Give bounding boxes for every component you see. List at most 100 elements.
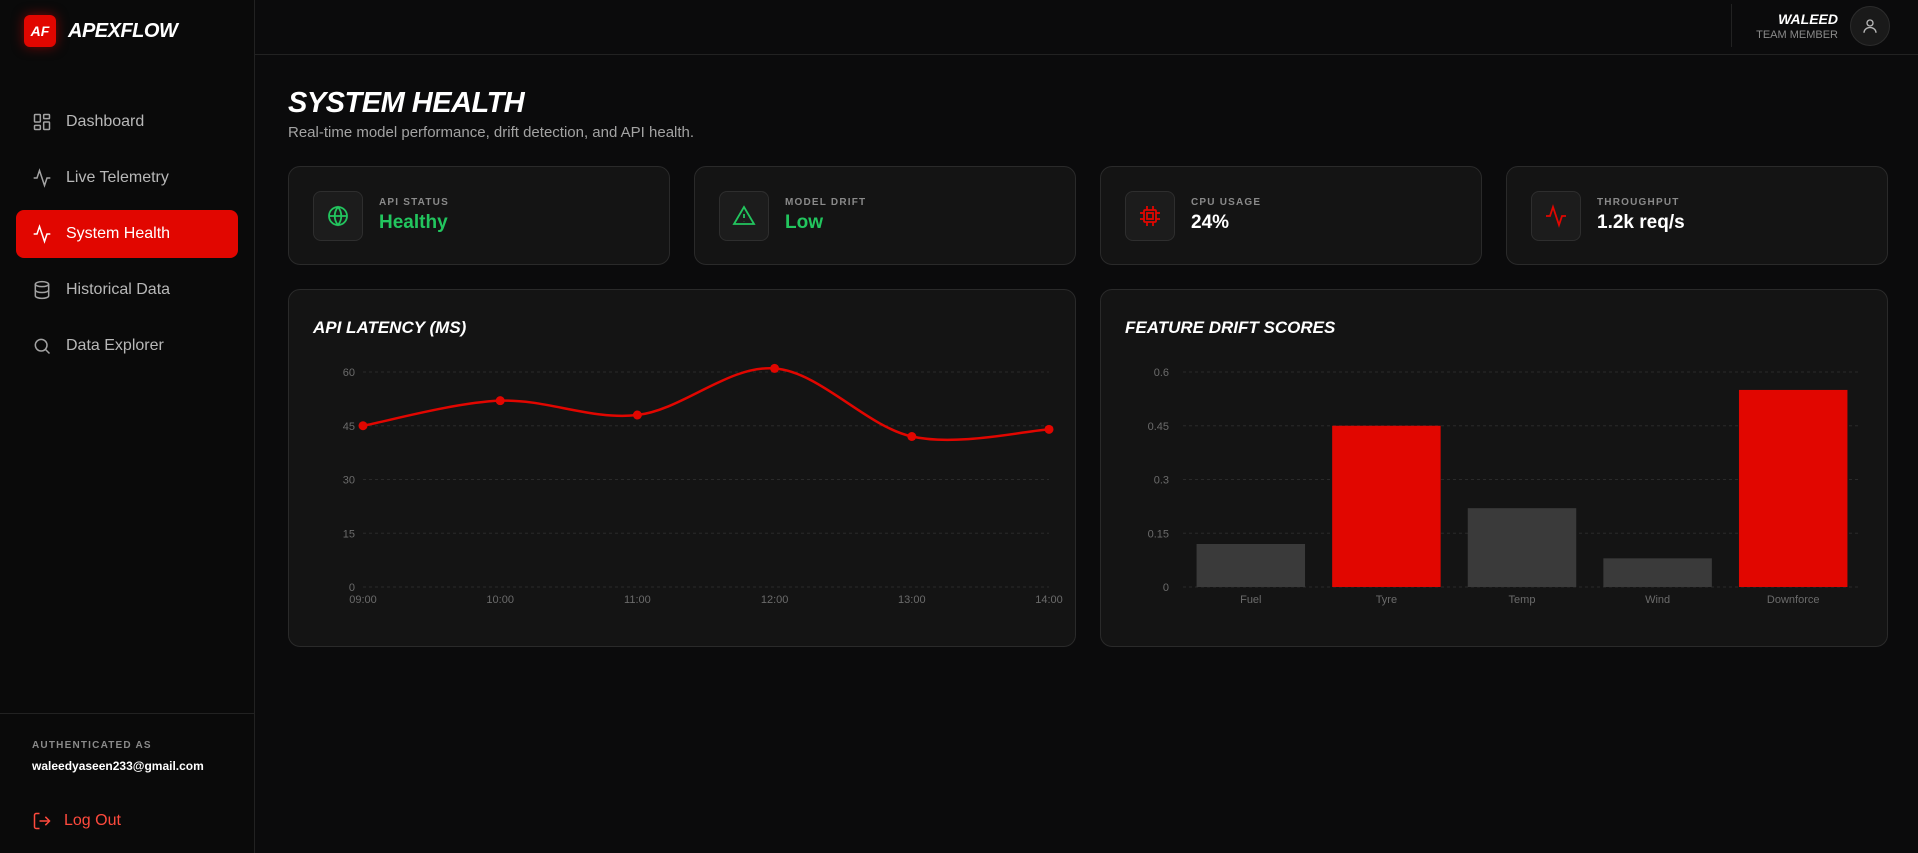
user-info: WALEED TEAM MEMBER [1756, 11, 1838, 41]
sidebar-item-label: Live Telemetry [66, 169, 169, 186]
latency-line-chart: 0 15 30 45 60 09:00 10:00 11:00 12:00 13:00 14:00 [343, 363, 1063, 606]
sidebar-item-historical-data[interactable]: Historical Data [16, 266, 238, 314]
activity-icon [33, 224, 51, 244]
x-tick-label: Fuel [1240, 594, 1261, 606]
user-name: WALEED [1778, 10, 1838, 27]
auth-email: waleedyaseen233@gmail.com [32, 759, 204, 773]
user-icon [1863, 18, 1877, 33]
data-point [632, 410, 642, 420]
stat-text: THROUGHPUT 1.2k req/s [1597, 197, 1685, 234]
stat-text: API STATUS Healthy [379, 197, 449, 234]
page-title: SYSTEM HEALTH [288, 87, 525, 119]
drift-bar-chart: 0 0.15 0.3 0.45 0.6 Fuel Tyre Temp Wind Downforce [1148, 367, 1861, 606]
y-tick-label: 0.3 [1154, 475, 1169, 487]
x-tick-label: 10:00 [486, 594, 514, 606]
sidebar-item-system-health[interactable]: System Health [16, 210, 238, 258]
y-tick-label: 15 [343, 528, 355, 540]
user-role: TEAM MEMBER [1756, 28, 1838, 41]
x-tick-label: 13:00 [898, 594, 926, 606]
bar [1332, 425, 1441, 587]
sidebar-nav: Dashboard Live Telemetry System Health H… [0, 98, 254, 370]
latency-chart-card: API LATENCY (MS) 0 15 30 45 60 09:00 10:00 11:0… [288, 289, 1076, 647]
stat-value: Healthy [379, 212, 448, 233]
grid-icon [33, 113, 51, 131]
sidebar-item-label: Historical Data [66, 281, 171, 298]
stat-card-api-status: API STATUS Healthy [288, 166, 670, 265]
stat-value: Low [785, 212, 823, 233]
y-tick-label: 0.45 [1148, 421, 1169, 433]
stat-card-model-drift: MODEL DRIFT Low [694, 166, 1076, 265]
sidebar-item-live-telemetry[interactable]: Live Telemetry [16, 154, 238, 202]
sidebar: AF APEXFLOW Dashboard Live Telemetry Sys… [0, 0, 255, 853]
drift-chart-card: FEATURE DRIFT SCORES 0 0.15 0.3 0.45 0.6 Fuel… [1100, 289, 1888, 647]
x-tick-label: Temp [1509, 594, 1536, 606]
stat-icon-box [313, 190, 363, 241]
stat-value: 24% [1191, 212, 1230, 233]
x-tick-label: 14:00 [1035, 594, 1063, 606]
bar [1196, 544, 1306, 587]
stat-label: MODEL DRIFT [785, 197, 867, 208]
bar [1603, 558, 1712, 587]
logout-label: Log Out [64, 812, 121, 829]
sidebar-item-data-explorer[interactable]: Data Explorer [16, 322, 238, 370]
x-tick-label: 12:00 [761, 594, 789, 606]
x-tick-label: 11:00 [624, 594, 651, 606]
stat-label: API STATUS [379, 197, 449, 208]
sidebar-item-label: Dashboard [66, 113, 145, 130]
auth-label: AUTHENTICATED AS [32, 740, 152, 751]
stat-text: CPU USAGE 24% [1191, 197, 1261, 234]
x-tick-label: Wind [1645, 594, 1670, 606]
main-content: WALEED TEAM MEMBER SYSTEM HEALTH Real-ti… [255, 0, 1918, 853]
charts-row: API LATENCY (MS) 0 15 30 45 60 09:00 10:00 11:0… [288, 289, 1888, 647]
chart-title: API LATENCY (MS) [313, 318, 467, 337]
sidebar-item-label: Data Explorer [66, 337, 164, 354]
activity-icon [33, 168, 51, 188]
logout-button[interactable]: Log Out [32, 811, 222, 831]
sidebar-footer: AUTHENTICATED AS waleedyaseen233@gmail.c… [0, 713, 254, 853]
page-content: SYSTEM HEALTH Real-time model performanc… [255, 55, 1918, 647]
data-point [1044, 424, 1054, 434]
stat-card-throughput: THROUGHPUT 1.2k req/s [1506, 166, 1888, 265]
stat-icon-box [719, 190, 769, 241]
stats-row: API STATUS Healthy MODEL DRIFT Low [288, 166, 1888, 265]
brand-name[interactable]: APEXFLOW [68, 19, 178, 42]
y-tick-label: 30 [343, 475, 355, 487]
y-tick-label: 0.6 [1154, 367, 1169, 379]
avatar[interactable] [1850, 5, 1890, 46]
y-tick-label: 45 [343, 421, 355, 433]
latency-series-line [362, 367, 1050, 442]
data-point [770, 363, 780, 373]
page-subtitle: Real-time model performance, drift detec… [288, 124, 695, 141]
sidebar-item-label: System Health [66, 225, 171, 242]
y-tick-label: 60 [343, 367, 355, 379]
y-tick-label: 0 [349, 582, 355, 594]
user-menu[interactable]: WALEED TEAM MEMBER [1731, 4, 1918, 47]
stat-value: 1.2k req/s [1597, 212, 1685, 233]
globe-icon [328, 205, 348, 226]
brand[interactable]: AF APEXFLOW [0, 0, 254, 62]
search-icon [34, 338, 51, 355]
sidebar-item-dashboard[interactable]: Dashboard [16, 98, 238, 146]
brand-logo[interactable]: AF [24, 15, 56, 47]
stat-card-cpu-usage: CPU USAGE 24% [1100, 166, 1482, 265]
bar [1738, 389, 1848, 587]
cpu-icon [1140, 205, 1160, 226]
x-tick-label: 09:00 [349, 594, 377, 606]
database-icon [34, 280, 50, 300]
x-tick-label: Tyre [1376, 594, 1397, 606]
data-point [907, 432, 917, 441]
topbar: WALEED TEAM MEMBER [255, 0, 1918, 55]
stat-label: THROUGHPUT [1597, 197, 1680, 208]
alert-triangle-icon [732, 204, 756, 225]
x-tick-label: Downforce [1767, 594, 1820, 606]
chart-title: FEATURE DRIFT SCORES [1125, 318, 1336, 337]
stat-text: MODEL DRIFT Low [785, 197, 866, 234]
y-tick-label: 0 [1163, 582, 1169, 594]
activity-icon [1546, 203, 1566, 228]
logout-icon [33, 812, 51, 830]
stat-icon-box [1531, 190, 1581, 241]
data-point [495, 396, 505, 406]
data-point [358, 421, 368, 431]
y-tick-label: 0.15 [1148, 528, 1169, 540]
stat-icon-box [1125, 190, 1175, 241]
